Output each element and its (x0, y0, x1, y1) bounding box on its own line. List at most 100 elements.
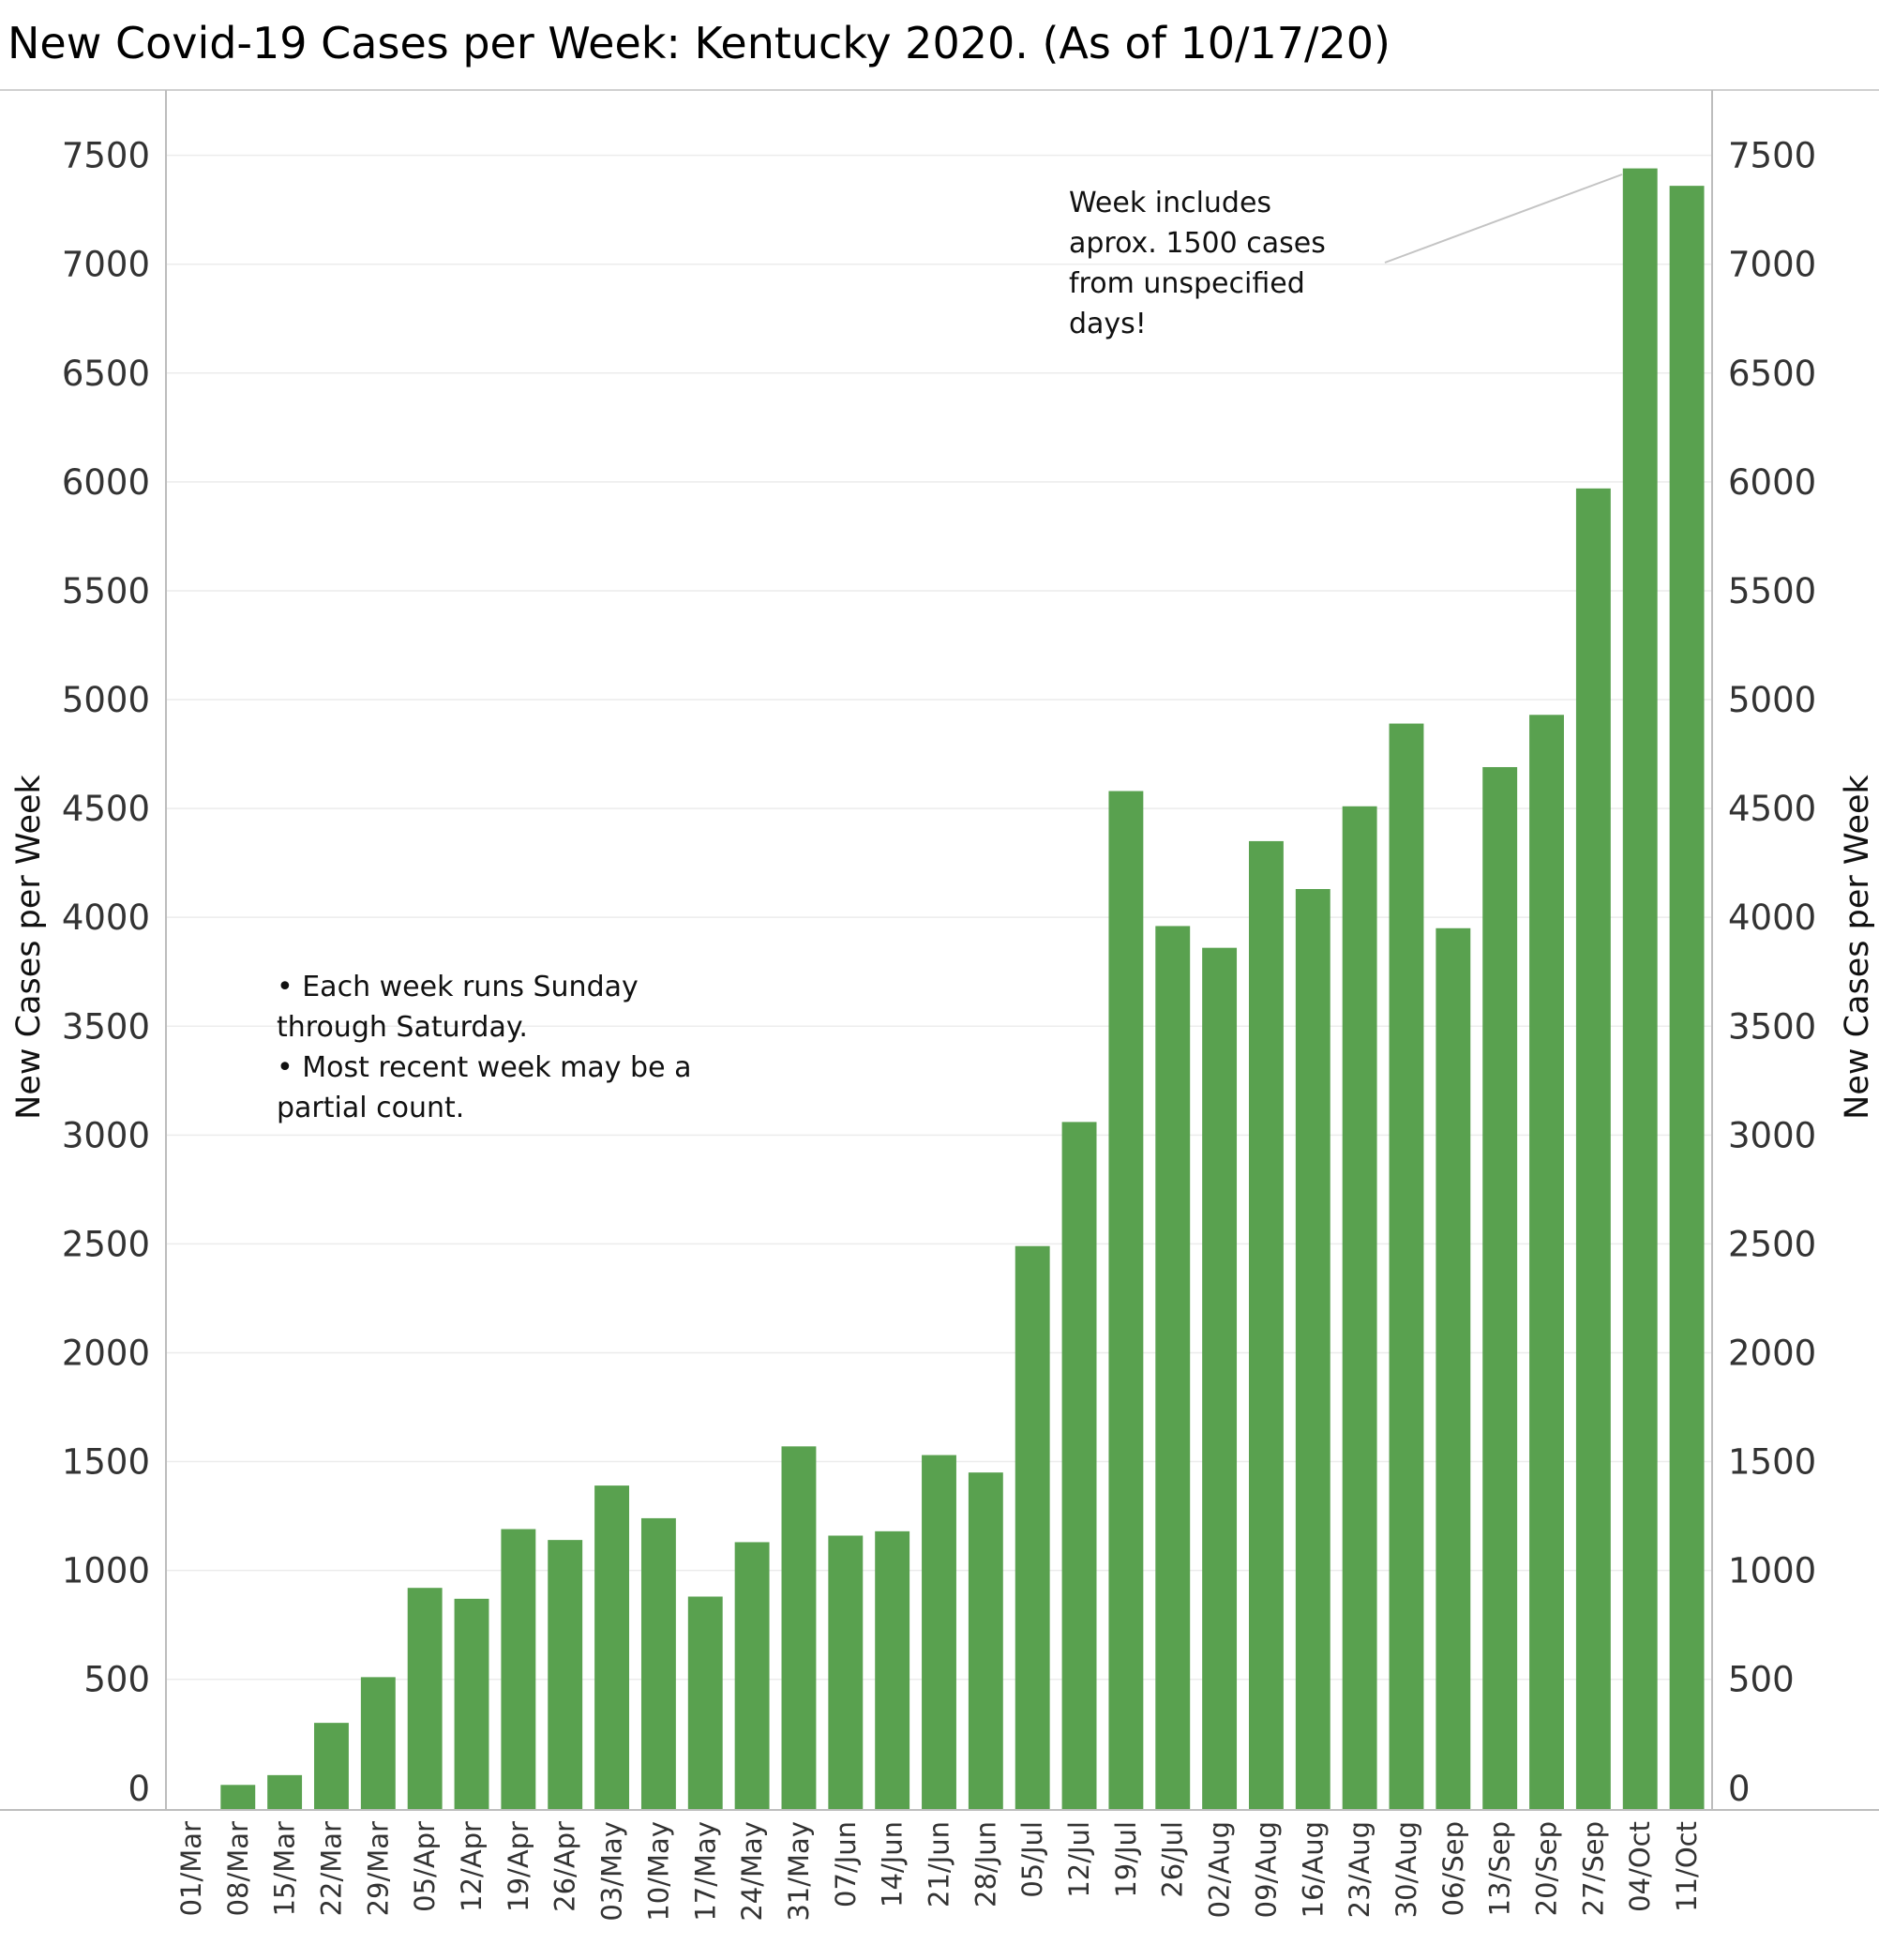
x-tick-label: 19/Jul (1110, 1821, 1142, 1898)
bar (267, 1774, 303, 1810)
x-tick-label: 16/Aug (1297, 1821, 1329, 1918)
y-tick-label-left: 500 (83, 1660, 150, 1700)
y-tick-label-right: 500 (1728, 1660, 1795, 1700)
bar (548, 1540, 583, 1810)
y-tick-label-left: 2000 (62, 1333, 150, 1373)
y-tick-label-right: 2500 (1728, 1224, 1816, 1264)
bar (875, 1530, 910, 1810)
bar (360, 1677, 396, 1810)
y-tick-label-left: 2500 (62, 1224, 150, 1264)
bar (594, 1485, 630, 1810)
y-tick-label-right: 6500 (1728, 354, 1816, 394)
x-tick-label: 03/May (596, 1821, 628, 1922)
y-tick-label-right: 0 (1728, 1769, 1751, 1809)
x-tick-label: 02/Aug (1204, 1821, 1236, 1918)
y-tick-label-left: 4500 (62, 789, 150, 829)
annotation-line: • Most recent week may be a (277, 1051, 691, 1084)
x-tick-label: 05/Jul (1016, 1821, 1048, 1898)
y-tick-label-left: 3000 (62, 1115, 150, 1155)
y-tick-label-right: 4000 (1728, 897, 1816, 938)
y-tick-label-left: 7000 (62, 245, 150, 285)
x-tick-label: 11/Oct (1671, 1821, 1703, 1912)
bar (501, 1529, 536, 1810)
bar (220, 1785, 256, 1810)
y-tick-label-right: 5000 (1728, 680, 1816, 720)
annotation-line: from unspecified (1069, 267, 1305, 300)
y-tick-label-left: 5000 (62, 680, 150, 720)
y-tick-label-left: 5500 (62, 571, 150, 611)
bar (687, 1596, 723, 1810)
bar (454, 1598, 489, 1810)
x-tick-label: 10/May (642, 1821, 674, 1922)
bar (1669, 186, 1705, 1810)
bar (1155, 926, 1191, 1810)
y-axis-right: 0 500 1000 1500 2000 2500 3000 3500 4000 4500 5000… (1728, 136, 1816, 1809)
x-tick-label: 24/May (736, 1821, 768, 1922)
x-tick-label: 26/Jul (1157, 1821, 1189, 1898)
annotation-pointer-line (1384, 173, 1623, 264)
annotation-line: partial count. (277, 1092, 464, 1124)
bar (1342, 806, 1377, 1810)
chart-title: New Covid-19 Cases per Week: Kentucky 20… (8, 18, 1390, 68)
x-tick-label: 26/Apr (549, 1821, 581, 1912)
y-tick-label-left: 7500 (62, 136, 150, 176)
y-axis-title-right: New Cases per Week (1839, 774, 1876, 1119)
x-tick-label: 09/Aug (1250, 1821, 1282, 1918)
bar (734, 1542, 770, 1810)
bar (1529, 715, 1564, 1811)
x-tick-label: 29/Mar (362, 1821, 394, 1916)
annotation-week-info: • Each week runs Sunday through Saturday.… (277, 971, 691, 1124)
y-tick-label-right: 3000 (1728, 1115, 1816, 1155)
x-tick-label: 22/Mar (315, 1821, 347, 1916)
y-tick-label-left: 1500 (62, 1442, 150, 1483)
x-tick-label: 21/Jun (924, 1821, 955, 1907)
x-tick-label: 19/Apr (503, 1821, 534, 1912)
y-tick-label-right: 5500 (1728, 571, 1816, 611)
bar (314, 1723, 349, 1810)
annotation-line: aprox. 1500 cases (1069, 227, 1326, 260)
bar (1061, 1122, 1097, 1810)
bar (922, 1455, 956, 1810)
y-tick-label-left: 3500 (62, 1006, 150, 1047)
y-tick-label-right: 6000 (1728, 462, 1816, 503)
y-tick-label-right: 7000 (1728, 245, 1816, 285)
bar (1482, 766, 1518, 1810)
bar (1248, 840, 1284, 1810)
bar (640, 1517, 676, 1810)
x-tick-label: 15/Mar (269, 1821, 301, 1916)
grid (166, 154, 1712, 1681)
y-tick-label-left: 0 (128, 1769, 150, 1809)
x-tick-label: 31/May (783, 1821, 815, 1922)
x-tick-label: 13/Sep (1484, 1821, 1516, 1916)
x-tick-label: 01/Mar (175, 1821, 207, 1916)
bar (781, 1446, 817, 1810)
x-tick-label: 17/May (689, 1821, 721, 1922)
x-tick-label: 28/Jun (970, 1821, 1001, 1907)
bar (407, 1588, 443, 1810)
y-tick-label-left: 4000 (62, 897, 150, 938)
x-tick-label: 30/Aug (1390, 1821, 1422, 1918)
bar (1622, 168, 1658, 1810)
y-axis-title-left: New Cases per Week (10, 774, 48, 1119)
bar (1015, 1245, 1050, 1810)
bar (968, 1472, 1003, 1810)
bars (220, 168, 1705, 1811)
y-tick-label-left: 1000 (62, 1551, 150, 1591)
y-tick-label-right: 3500 (1728, 1006, 1816, 1047)
x-tick-label: 12/Apr (456, 1821, 488, 1912)
y-axis-left: 0 500 1000 1500 2000 2500 3000 3500 4000 4500 5000… (62, 136, 150, 1809)
x-tick-label: 04/Oct (1624, 1821, 1656, 1912)
bar (1295, 888, 1330, 1810)
annotation-line: • Each week runs Sunday (277, 971, 639, 1003)
annotation-line: through Saturday. (277, 1011, 528, 1044)
x-tick-label: 20/Sep (1531, 1821, 1563, 1916)
bar (828, 1535, 864, 1810)
x-tick-label: 06/Sep (1437, 1821, 1469, 1916)
bar (1202, 947, 1238, 1810)
bar (1108, 791, 1144, 1811)
x-tick-label: 05/Apr (409, 1821, 441, 1912)
bar (1575, 488, 1611, 1811)
x-tick-label: 08/Mar (222, 1821, 254, 1916)
annotation-line: Week includes (1069, 187, 1271, 219)
